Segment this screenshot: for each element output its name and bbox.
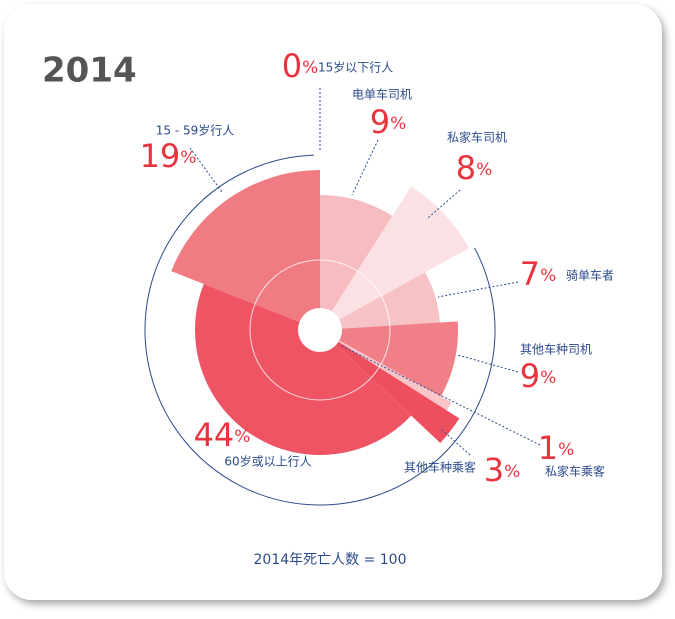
slice: [195, 283, 412, 455]
leader-line: [427, 189, 461, 219]
category-label: 其他车种司机: [520, 342, 592, 357]
value-label: 7%: [520, 255, 557, 293]
category-label: 15 - 59岁行人: [156, 123, 235, 138]
leader-line: [439, 427, 471, 456]
value-label: 44%: [194, 416, 251, 454]
value-label: 1%: [538, 429, 575, 467]
category-label: 其他车种乘客: [404, 460, 476, 475]
slice: [320, 330, 460, 443]
value-label: 9%: [370, 103, 407, 141]
footer: 2014年死亡人数 = 100: [254, 552, 407, 568]
leader-line: [339, 344, 541, 446]
value-label: 0%: [282, 47, 319, 85]
category-label: 骑单车者: [566, 268, 614, 283]
category-label: 60岁或以上行人: [224, 454, 311, 469]
slice: [171, 170, 320, 330]
reference-arc: [144, 154, 496, 506]
value-label: 9%: [520, 357, 557, 395]
category-label: 私家车乘客: [545, 464, 605, 479]
category-label: 15岁以下行人: [318, 60, 393, 75]
slice: [320, 321, 458, 397]
chart-title: 2014: [42, 51, 137, 91]
slice: [320, 186, 469, 330]
category-label: 电单车司机: [352, 87, 412, 102]
hole: [298, 308, 342, 352]
slice: [320, 272, 440, 330]
value-label: 8%: [456, 149, 493, 187]
slice: [320, 195, 393, 330]
inner-ring: [249, 259, 391, 401]
value-label: 3%: [484, 451, 521, 489]
category-label: 私家车司机: [447, 130, 507, 145]
value-label: 19%: [140, 137, 197, 175]
leader-line: [189, 147, 223, 193]
slices: [144, 154, 496, 506]
leader-line: [437, 281, 519, 298]
slice: [320, 330, 452, 411]
